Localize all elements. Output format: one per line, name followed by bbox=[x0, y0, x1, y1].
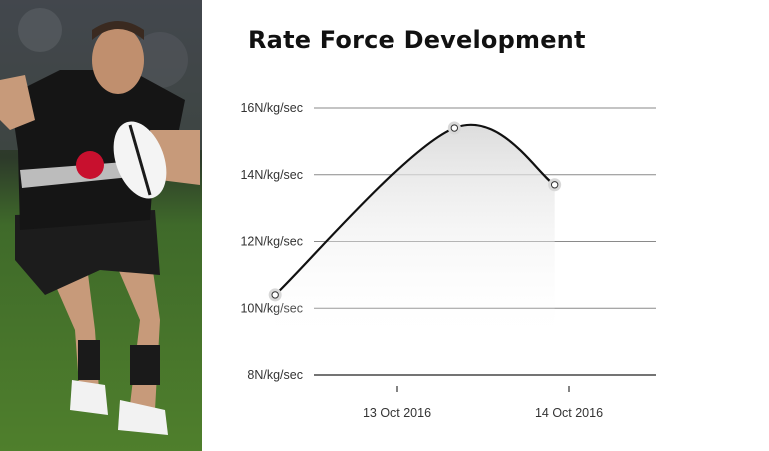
data-point[interactable] bbox=[550, 181, 559, 189]
chart-title: Rate Force Development bbox=[248, 26, 586, 54]
y-tick-label: 14N/kg/sec bbox=[240, 168, 303, 182]
x-tick-label: 14 Oct 2016 bbox=[535, 406, 603, 420]
data-point[interactable] bbox=[271, 291, 279, 299]
rugby-player-photo bbox=[0, 0, 202, 451]
x-axis-ticks: 13 Oct 2016 14 Oct 2016 bbox=[363, 386, 603, 420]
series-area-fill bbox=[275, 124, 555, 346]
data-points bbox=[268, 121, 562, 302]
y-tick-label: 16N/kg/sec bbox=[240, 101, 303, 115]
y-axis-ticks: 8N/kg/sec10N/kg/sec12N/kg/sec14N/kg/sec1… bbox=[240, 101, 303, 382]
y-tick-label: 8N/kg/sec bbox=[247, 368, 303, 382]
data-point[interactable] bbox=[450, 124, 459, 132]
line-chart: 8N/kg/sec10N/kg/sec12N/kg/sec14N/kg/sec1… bbox=[240, 101, 656, 420]
y-tick-label: 12N/kg/sec bbox=[240, 235, 303, 249]
x-tick-label: 13 Oct 2016 bbox=[363, 406, 431, 420]
